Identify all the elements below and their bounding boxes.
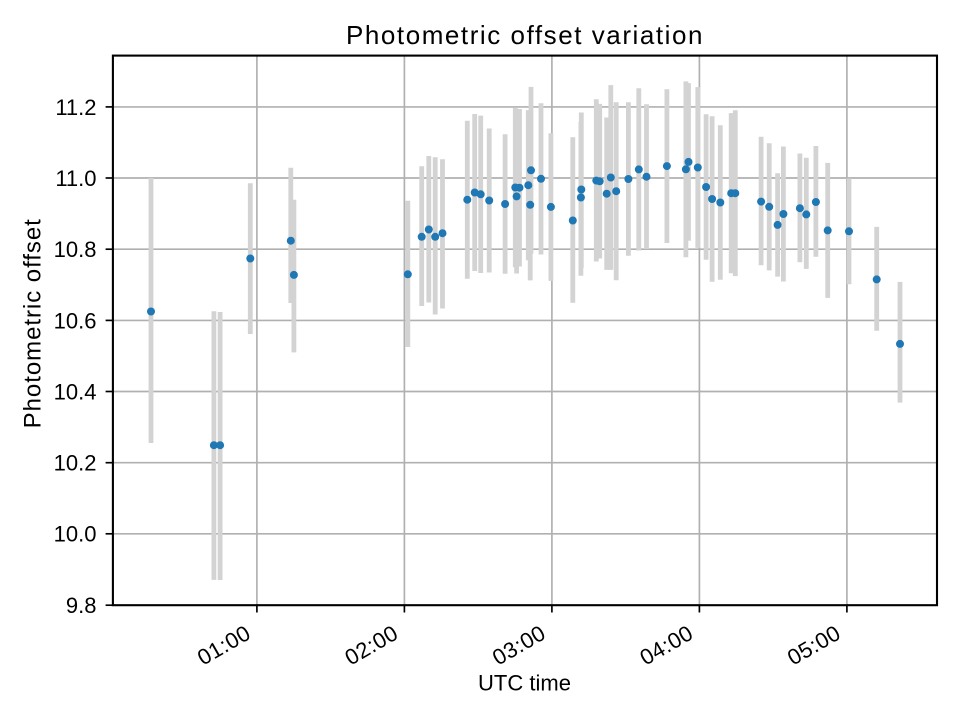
svg-text:UTC time: UTC time: [478, 671, 571, 696]
svg-text:10.8: 10.8: [54, 237, 97, 262]
svg-text:10.6: 10.6: [54, 308, 97, 333]
svg-text:Photometric offset: Photometric offset: [20, 218, 47, 428]
svg-text:10.0: 10.0: [54, 522, 97, 547]
svg-text:10.2: 10.2: [54, 451, 97, 476]
svg-text:11.2: 11.2: [55, 95, 96, 120]
svg-text:11.0: 11.0: [55, 166, 96, 191]
svg-text:9.8: 9.8: [66, 593, 97, 618]
svg-text:Photometric offset variation: Photometric offset variation: [346, 20, 704, 50]
svg-text:10.4: 10.4: [54, 379, 97, 404]
